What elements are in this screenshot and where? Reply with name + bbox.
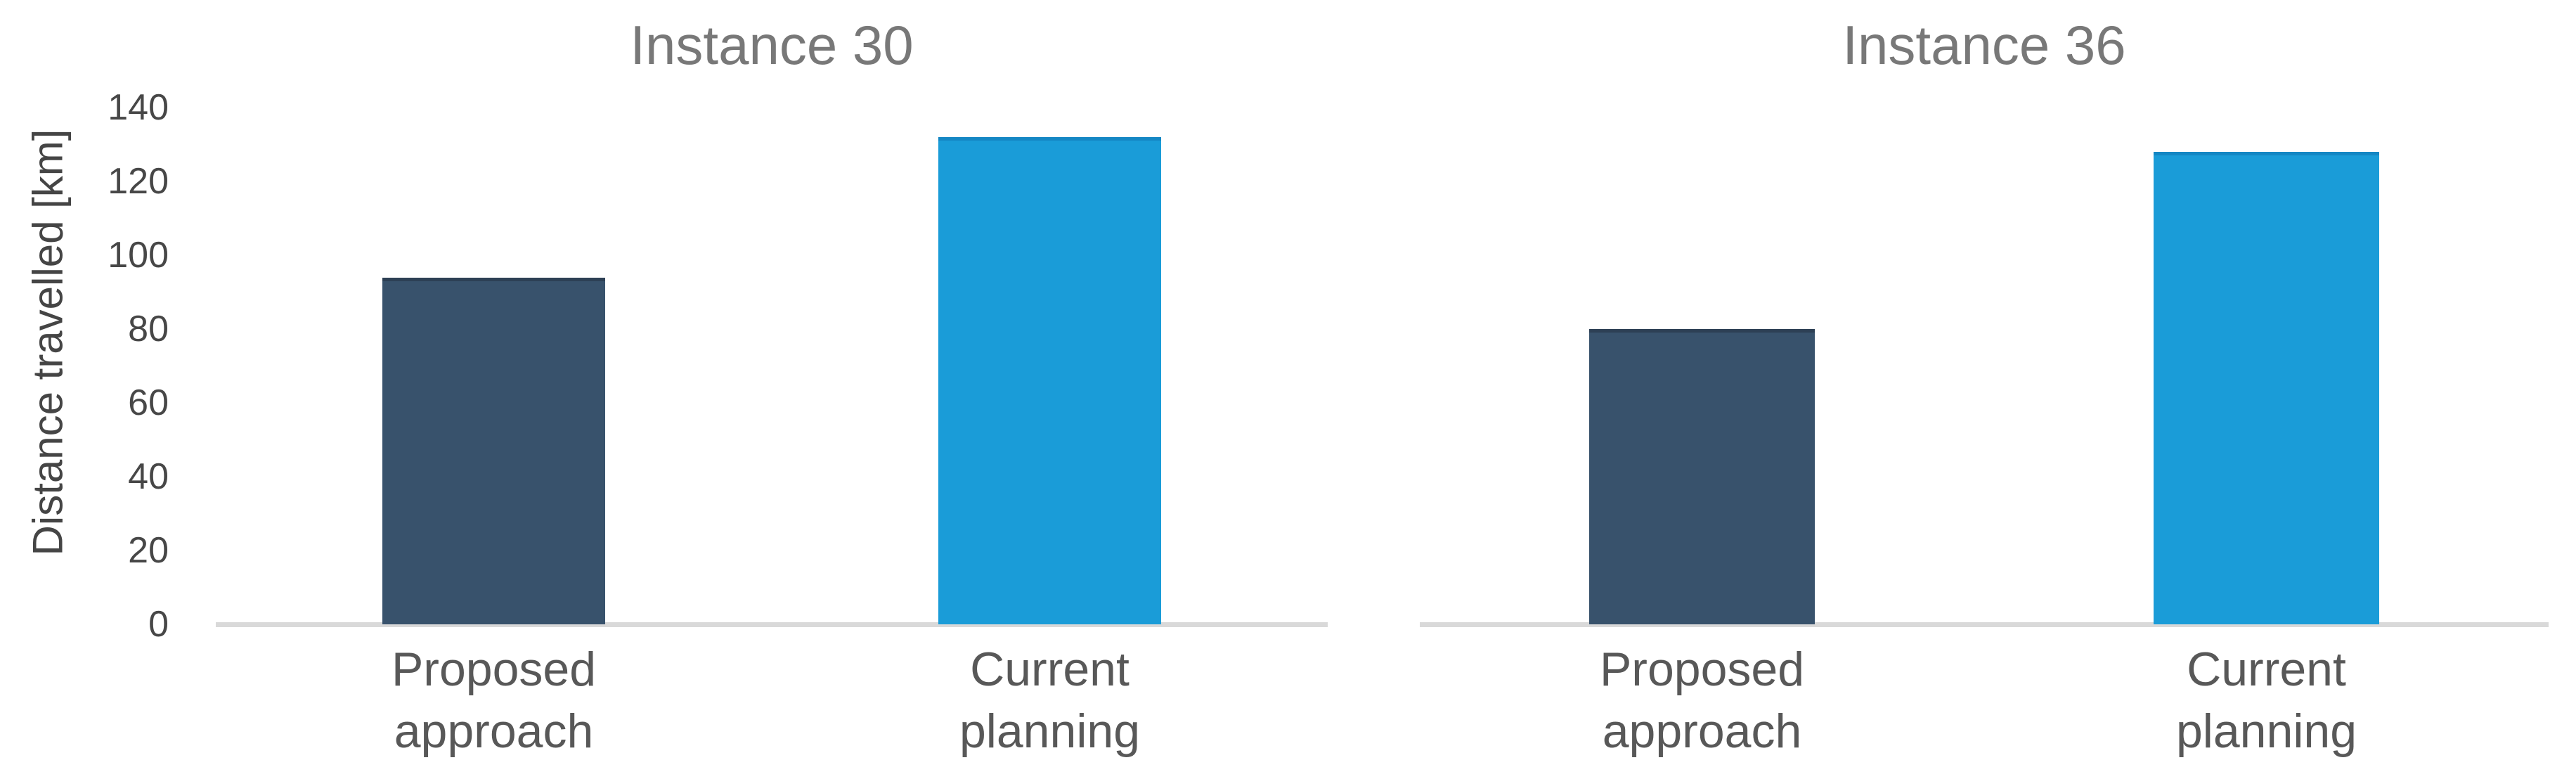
plot-area-instance-30 [216, 108, 1328, 627]
y-tick-label: 60 [128, 382, 169, 423]
y-tick-label: 140 [108, 87, 169, 128]
chart-title-instance-36: Instance 36 [1842, 14, 2126, 76]
x-axis-line [216, 622, 1328, 627]
category-slot [1420, 108, 1984, 624]
chart-title-instance-30: Instance 30 [630, 14, 914, 76]
bar-current-planning [2153, 152, 2380, 624]
category-label-current-planning: Current planning [2175, 643, 2357, 759]
category-slot [772, 108, 1328, 624]
y-tick-label: 20 [128, 530, 169, 571]
x-axis-line [1420, 622, 2549, 627]
category-label-proposed-approach: Proposed approach [1599, 643, 1805, 759]
category-slot [1984, 108, 2549, 624]
y-tick-label: 80 [128, 309, 169, 349]
x-axis-labels-instance-30: Proposed approach Current planning [216, 638, 1328, 763]
bar-current-planning [938, 137, 1161, 624]
category-slot [216, 108, 772, 624]
category-label-proposed-approach: Proposed approach [391, 643, 597, 759]
category-label-current-planning: Current planning [959, 643, 1141, 759]
bar-proposed-approach [1588, 329, 1816, 624]
y-axis-title: Distance travelled [km] [24, 129, 72, 556]
y-tick-label: 120 [108, 161, 169, 202]
plot-area-instance-36 [1420, 108, 2549, 627]
y-tick-label: 0 [148, 604, 169, 645]
y-tick-label: 100 [108, 235, 169, 276]
bar-proposed-approach [382, 277, 605, 624]
y-tick-label: 40 [128, 456, 169, 497]
y-axis-tick-labels: 0 20 40 60 80 100 120 140 [84, 89, 169, 643]
x-axis-labels-instance-36: Proposed approach Current planning [1420, 638, 2549, 763]
